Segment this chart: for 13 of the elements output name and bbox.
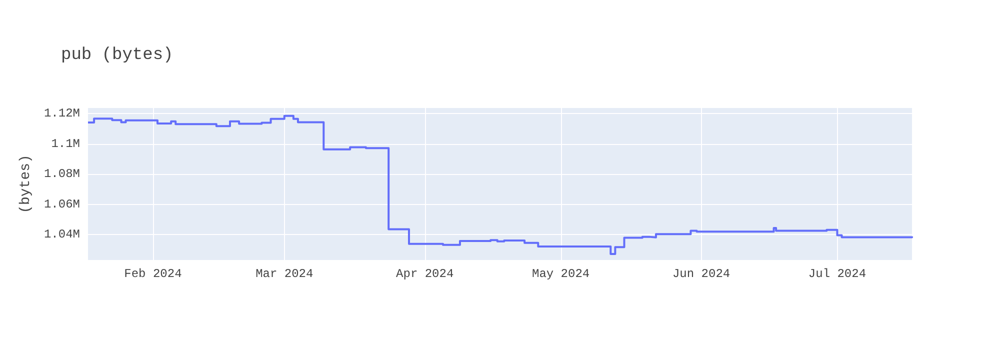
y-tick-label: 1.08M <box>44 167 80 182</box>
y-tick-label: 1.06M <box>44 197 80 212</box>
y-tick-label: 1.1M <box>51 136 80 151</box>
x-tick-label: Apr 2024 <box>396 267 454 281</box>
y-axis-title: (bytes) <box>18 154 34 214</box>
x-tick-label: Feb 2024 <box>124 267 182 281</box>
y-tick-label: 1.04M <box>44 228 80 242</box>
x-tick-label: Mar 2024 <box>256 267 314 281</box>
x-tick-label: May 2024 <box>532 267 590 281</box>
x-tick-label: Jul 2024 <box>808 267 866 281</box>
chart-title: pub (bytes) <box>61 46 174 65</box>
x-tick-label: Jun 2024 <box>672 267 730 281</box>
y-tick-label: 1.12M <box>44 106 80 120</box>
